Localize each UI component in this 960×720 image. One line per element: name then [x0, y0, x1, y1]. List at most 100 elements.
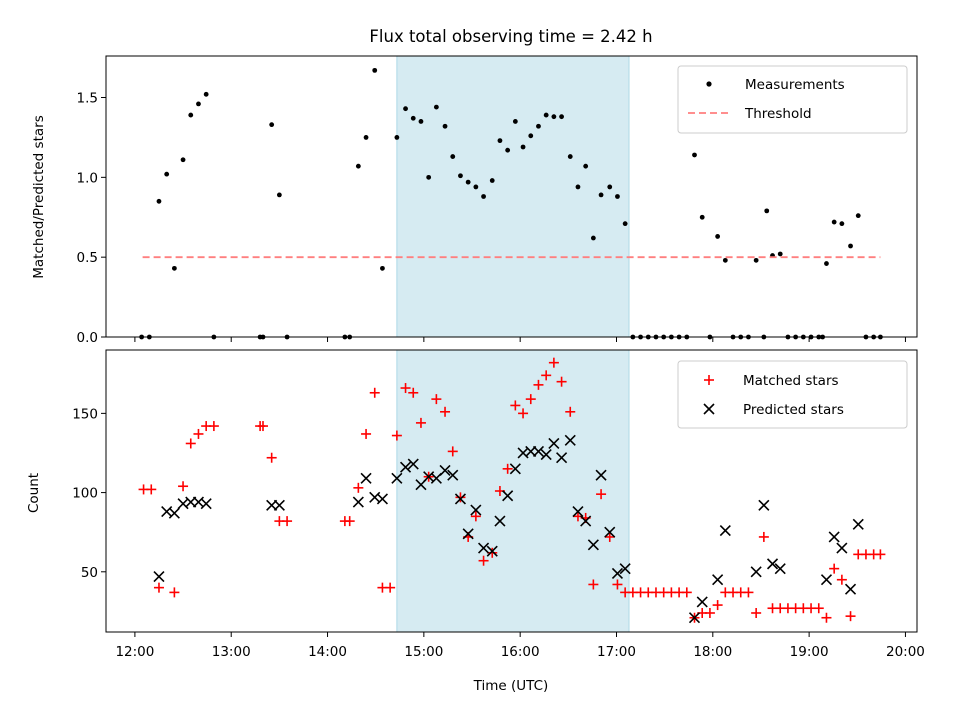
predicted-star-point: [766, 558, 779, 570]
matched-star-point: [565, 406, 576, 417]
count-legend-box: [677, 360, 908, 429]
measurement-point: [355, 163, 361, 169]
matched-star-point: [408, 387, 419, 398]
matched-star-point: [208, 421, 219, 432]
matched-star-point: [829, 563, 840, 574]
predicted-star-point: [548, 437, 560, 450]
measurement-point: [855, 213, 861, 219]
predicted-star-point: [587, 539, 599, 551]
matched-star-point: [541, 370, 552, 381]
ratio-legend: Measurements Threshold: [677, 65, 908, 134]
matched-star-point: [556, 376, 567, 387]
measurement-point: [188, 112, 194, 118]
predicted-star-point: [556, 452, 568, 464]
predicted-star-point: [462, 528, 474, 540]
predicted-star-point: [360, 472, 372, 484]
matched-star-point: [146, 484, 157, 495]
measurement-point: [583, 163, 589, 169]
legend-label-matched: Matched stars: [743, 373, 839, 389]
ratio-y-axis-label: Matched/Predicted stars: [31, 115, 47, 278]
measurement-point: [559, 114, 564, 120]
matched-star-point: [502, 463, 513, 474]
matched-star-point: [548, 357, 559, 368]
predicted-star-point: [844, 583, 857, 595]
measurement-point: [426, 174, 432, 180]
predicted-star-point: [580, 515, 592, 527]
time-x-tick-label: 13:00: [212, 644, 251, 660]
predicted-star-point: [352, 496, 364, 508]
matched-star-point: [385, 582, 396, 593]
count-y-tick-label: 150: [72, 406, 98, 422]
predicted-star-point: [820, 574, 833, 586]
ratio-y-tick-label: 1.5: [77, 91, 98, 107]
time-x-tick-label: 12:00: [115, 644, 154, 660]
matched-star-point: [821, 612, 832, 623]
count-y-axis-label: Count: [26, 473, 42, 513]
ratio-y-tick-label: 1.0: [77, 170, 98, 186]
measurement-point: [497, 138, 503, 144]
matched-star-point: [257, 421, 268, 432]
matched-star-point: [282, 516, 293, 527]
predicted-star-point: [532, 445, 545, 457]
measurement-point: [473, 184, 479, 190]
measurement-point: [180, 157, 186, 163]
measurement-point: [536, 123, 541, 129]
legend-label-threshold: Threshold: [744, 106, 812, 122]
measurement-point: [607, 184, 613, 190]
predicted-star-point: [758, 499, 770, 511]
ratio-y-axis: 0.0 0.5 1.0 1.5: [77, 91, 106, 346]
matched-star-point: [478, 555, 489, 566]
legend-marker-predicted: [703, 403, 715, 415]
predicted-star-point: [399, 461, 412, 473]
chart-title: Flux total observing time = 2.42 h: [369, 27, 652, 46]
measurement-point: [394, 135, 400, 140]
predicted-star-point: [696, 596, 708, 608]
measurement-point: [458, 173, 463, 179]
measurement-point: [598, 192, 604, 198]
measurement-point: [505, 147, 511, 153]
ratio-panel: 0.0 0.5 1.0 1.5 Matched/Predicted stars Mea…: [31, 55, 918, 346]
observing-window-shade-top: [396, 55, 630, 338]
predicted-star-point: [168, 507, 180, 519]
measurement-point: [575, 184, 581, 190]
measurement-point: [156, 198, 162, 204]
matched-star-point: [266, 452, 277, 463]
matched-star-point: [185, 438, 196, 449]
matched-star-point: [487, 547, 498, 558]
measurement-point: [692, 152, 697, 158]
matched-star-point: [712, 600, 723, 611]
measurement-point: [753, 257, 759, 263]
measurement-point: [489, 178, 495, 183]
predicted-star-point: [719, 525, 731, 537]
matched-star-point: [612, 579, 623, 590]
measurement-point: [615, 194, 620, 199]
measurement-point: [722, 257, 728, 263]
predicted-star-point: [619, 563, 631, 575]
time-x-tick-label: 18:00: [693, 644, 732, 660]
count-y-tick-label: 50: [81, 565, 98, 581]
measurement-points: [139, 67, 883, 340]
matched-star-point: [813, 603, 824, 614]
measurement-point: [831, 219, 837, 225]
measurement-point: [481, 194, 486, 199]
measurement-point: [764, 208, 770, 214]
predicted-star-point: [595, 469, 607, 481]
predicted-star-point: [494, 515, 506, 527]
predicted-star-point: [447, 469, 459, 481]
measurement-point: [551, 114, 557, 120]
predicted-star-point: [852, 518, 864, 530]
matched-star-point: [704, 607, 715, 618]
predicted-star-point: [200, 498, 212, 510]
count-legend: Matched stars Predicted stars: [677, 360, 908, 429]
predicted-star-point: [509, 463, 521, 475]
measurement-point: [715, 234, 721, 239]
legend-marker-measurements: [706, 81, 712, 87]
matched-star-point: [344, 516, 355, 527]
matched-star-point: [681, 587, 692, 598]
measurement-point: [433, 104, 439, 110]
time-x-tick-label: 15:00: [404, 644, 443, 660]
time-x-tick-label: 20:00: [886, 644, 925, 660]
measurement-point: [403, 106, 408, 112]
measurement-point: [450, 154, 456, 159]
